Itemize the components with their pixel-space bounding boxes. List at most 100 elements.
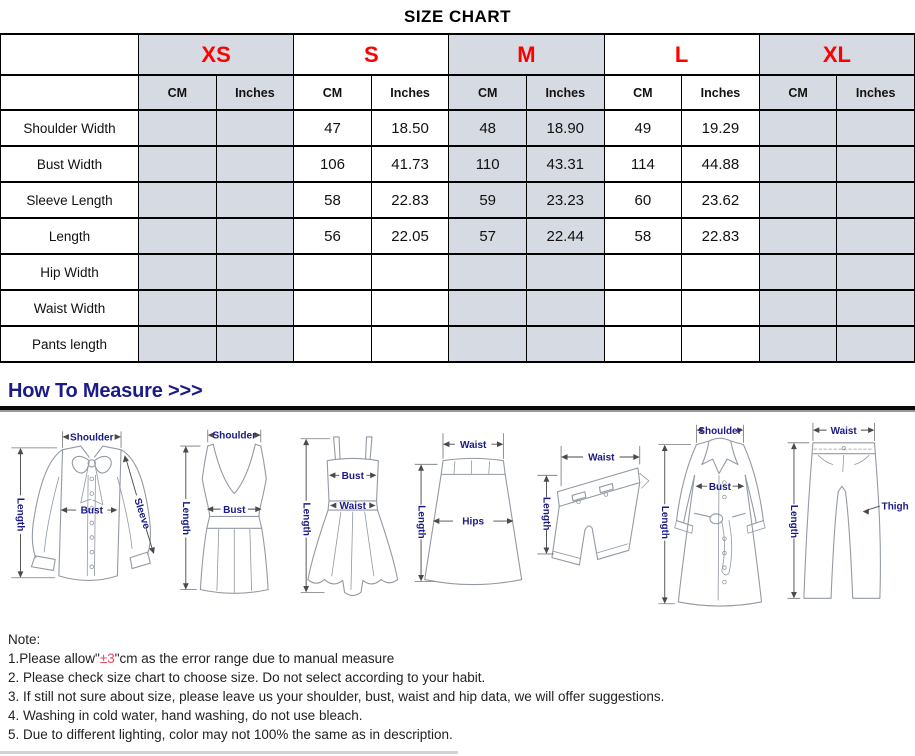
measurement-cell xyxy=(758,109,838,147)
size-header-l: L xyxy=(603,33,760,76)
table-row: Shoulder Width 47 18.50 48 18.90 49 19.2… xyxy=(0,109,915,147)
pants-diagram: Waist Length Thigh xyxy=(788,422,909,599)
measurement-cell xyxy=(215,181,295,219)
measurement-cell: 22.83 xyxy=(370,181,450,219)
measurement-cell xyxy=(603,253,683,291)
unit-inches: Inches xyxy=(681,74,760,111)
measurement-cell xyxy=(758,145,838,183)
measurement-cell: 58 xyxy=(293,181,372,219)
measurement-cell: 23.62 xyxy=(681,181,760,219)
coat-diagram: Shoulder Bust Length xyxy=(658,424,766,607)
measurement-cell xyxy=(758,289,838,327)
measure-label: Bust xyxy=(81,506,104,517)
measurement-cell xyxy=(681,325,760,363)
measurement-cell xyxy=(215,217,295,255)
unit-inches: Inches xyxy=(525,74,605,111)
unit-cm: CM xyxy=(758,74,838,111)
measurement-cell: 57 xyxy=(448,217,527,255)
page-title: SIZE CHART xyxy=(404,7,511,26)
measurement-cell: 48 xyxy=(448,109,527,147)
measurement-cell xyxy=(758,217,838,255)
unit-cm: CM xyxy=(603,74,683,111)
size-header-xl: XL xyxy=(758,33,915,76)
horizontal-scrollbar-thumb[interactable] xyxy=(0,751,458,754)
size-chart-table: XS S M L XL CM Inches CM Inches CM Inche… xyxy=(0,33,915,363)
measurement-cell: 114 xyxy=(603,145,683,183)
measurement-cell: 49 xyxy=(603,109,683,147)
unit-cm: CM xyxy=(138,74,217,111)
row-label: Pants length xyxy=(0,325,139,363)
note-line-1-tolerance: ±3 xyxy=(99,651,115,666)
measurement-cell: 59 xyxy=(448,181,527,219)
measurement-cell: 19.29 xyxy=(681,109,760,147)
measurement-cell xyxy=(836,325,915,363)
measure-label: Waist xyxy=(588,453,615,464)
measure-label: Length xyxy=(789,504,800,537)
measurement-cell xyxy=(836,289,915,327)
measure-label: Length xyxy=(300,502,311,535)
measurement-cell xyxy=(370,289,450,327)
measure-label: Waist xyxy=(460,440,487,451)
measure-label: Waist xyxy=(339,501,366,512)
unit-inches: Inches xyxy=(215,74,295,111)
measurement-cell: 43.31 xyxy=(525,145,605,183)
shorts-diagram: Waist Length xyxy=(537,446,650,566)
measurement-cell xyxy=(758,253,838,291)
measurement-cell xyxy=(836,253,915,291)
row-label: Length xyxy=(0,217,139,255)
size-header-xs: XS xyxy=(137,33,295,76)
note-line-1: 1.Please allow"±3"cm as the error range … xyxy=(8,649,915,668)
measurement-cell xyxy=(138,109,217,147)
measure-label: Thigh xyxy=(882,501,909,512)
measurement-cell xyxy=(758,325,838,363)
measurement-cell xyxy=(448,325,527,363)
notes-section: Note: 1.Please allow"±3"cm as the error … xyxy=(8,630,915,744)
measurement-cell: 41.73 xyxy=(370,145,450,183)
table-row: Hip Width xyxy=(0,253,915,291)
measurement-cell xyxy=(603,289,683,327)
measurement-cell xyxy=(603,325,683,363)
measurement-cell: 22.44 xyxy=(525,217,605,255)
measurement-cell: 22.05 xyxy=(370,217,450,255)
measure-label: Length xyxy=(415,505,426,538)
measurement-cell xyxy=(138,217,217,255)
row-label: Bust Width xyxy=(0,145,139,183)
unit-inches: Inches xyxy=(370,74,450,111)
measurement-cell xyxy=(836,217,915,255)
measurement-cell xyxy=(836,145,915,183)
measurement-cell xyxy=(293,289,372,327)
table-row: Pants length xyxy=(0,325,915,363)
tank-top-diagram: Shoulder Length Bust xyxy=(180,429,269,594)
measurement-cell xyxy=(448,289,527,327)
note-line-1-post: "cm as the error range due to manual mea… xyxy=(114,651,395,666)
table-row: Waist Width xyxy=(0,289,915,327)
note-line-4: 4. Washing in cold water, hand washing, … xyxy=(8,708,363,723)
note-line-2: 2. Please check size chart to choose siz… xyxy=(8,670,486,685)
measurement-cell xyxy=(836,181,915,219)
row-label: Waist Width xyxy=(0,289,139,327)
measurement-cell xyxy=(293,253,372,291)
measurement-cell: 18.90 xyxy=(525,109,605,147)
measurement-cell: 58 xyxy=(603,217,683,255)
size-header-s: S xyxy=(293,33,450,76)
measure-label: Waist xyxy=(831,425,858,436)
measure-diagrams: Shoulder Length Bust Sleeve Shoulder Len… xyxy=(0,412,915,620)
measurement-cell xyxy=(448,253,527,291)
measurement-cell: 47 xyxy=(293,109,372,147)
size-header-m: M xyxy=(448,33,605,76)
measurement-cell xyxy=(138,181,217,219)
row-label: Shoulder Width xyxy=(0,109,139,147)
measurement-cell xyxy=(138,289,217,327)
measurement-cell xyxy=(138,253,217,291)
measurement-cell: 18.50 xyxy=(370,109,450,147)
measurement-cell xyxy=(138,325,217,363)
blouse-diagram: Shoulder Length Bust Sleeve xyxy=(11,431,155,582)
measurement-cell: 56 xyxy=(293,217,372,255)
measurement-cell xyxy=(215,325,295,363)
measurement-cell: 23.23 xyxy=(525,181,605,219)
row-label: Sleeve Length xyxy=(0,181,139,219)
measure-label: Length xyxy=(180,502,191,535)
measurement-cell xyxy=(370,253,450,291)
measurement-cell: 60 xyxy=(603,181,683,219)
table-row: Sleeve Length 58 22.83 59 23.23 60 23.62 xyxy=(0,181,915,219)
